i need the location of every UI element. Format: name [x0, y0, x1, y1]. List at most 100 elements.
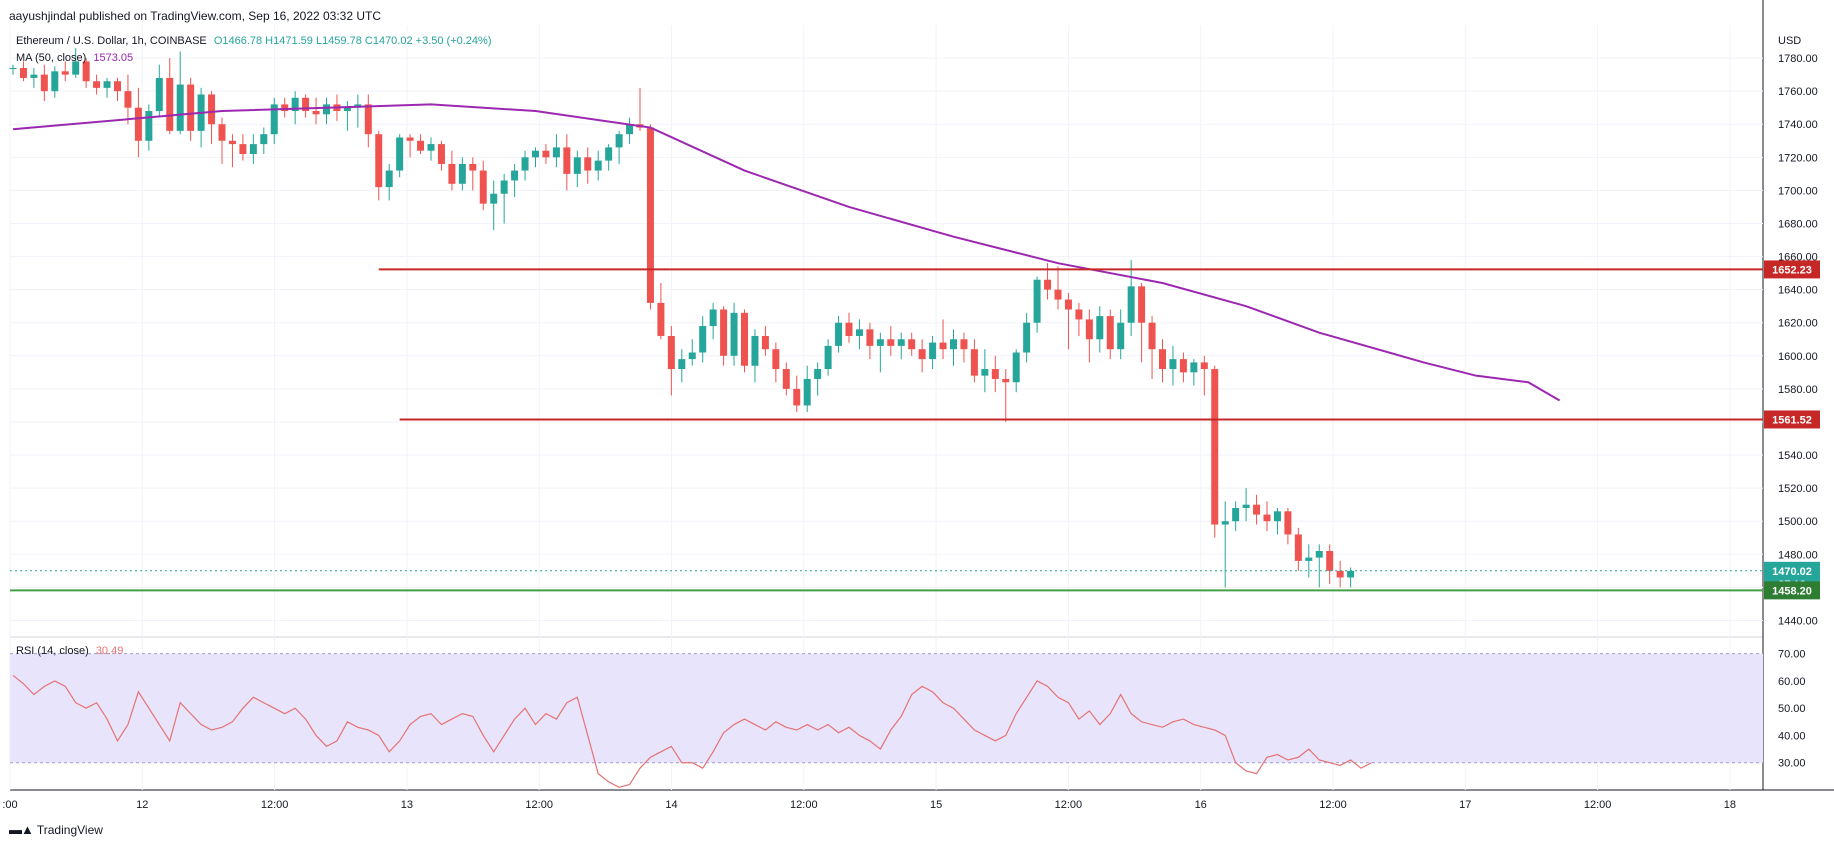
- price-tick-label: 1500.00: [1778, 516, 1818, 528]
- ma-label: MA (50, close): [16, 52, 87, 64]
- price-tick-label: 1720.00: [1778, 152, 1818, 164]
- price-tick-label: 1780.00: [1778, 53, 1818, 65]
- candle-body: [291, 97, 299, 112]
- candle-body: [573, 157, 581, 174]
- candle-body: [646, 127, 654, 303]
- candle-body: [991, 369, 999, 379]
- candle-body: [228, 140, 236, 145]
- candle-body: [469, 163, 477, 171]
- candle-body: [114, 81, 121, 92]
- ma-50-line: [12, 103, 1561, 402]
- price-tick-label: 1760.00: [1778, 86, 1818, 98]
- time-tick-label: 12:00: [261, 799, 289, 811]
- candle-body: [187, 84, 195, 131]
- candle-body: [741, 312, 748, 366]
- rsi-tick-label: 60.00: [1778, 676, 1806, 688]
- last-price-label: 1470.02: [1772, 566, 1812, 578]
- candle-body: [134, 107, 142, 141]
- currency-label: USD: [1778, 35, 1801, 47]
- candle-body: [814, 369, 822, 379]
- ma-value: 1573.05: [93, 52, 134, 64]
- resistance-price-label: 1652.23: [1772, 264, 1812, 276]
- time-tick-label: 12:00: [790, 799, 818, 811]
- candle-body: [803, 378, 811, 406]
- candle-body: [688, 352, 696, 360]
- candle-body: [855, 329, 863, 336]
- candle-body: [479, 170, 487, 204]
- candle-body: [1273, 511, 1281, 522]
- ma-legend: MA (50, close) 1573.05: [16, 52, 133, 64]
- candle-body: [981, 369, 989, 376]
- candle-body: [511, 170, 519, 181]
- candle-body: [950, 339, 957, 350]
- candle-body: [500, 180, 508, 194]
- price-tick-label: 1620.00: [1778, 318, 1818, 330]
- candle-body: [1263, 514, 1271, 522]
- time-tick-label: 12:00: [525, 799, 553, 811]
- candle-body: [1221, 521, 1229, 525]
- time-tick-label: 14: [665, 799, 677, 811]
- time-tick-label: 13: [401, 799, 413, 811]
- candle-body: [406, 137, 414, 141]
- time-tick-label: 12:00: [1319, 799, 1347, 811]
- candle-body: [323, 104, 330, 115]
- candle-body: [1002, 378, 1010, 383]
- candle-body: [699, 326, 707, 353]
- candle-body: [532, 150, 539, 158]
- candle-body: [1106, 316, 1114, 350]
- candle-body: [1054, 289, 1062, 300]
- candle-body: [302, 97, 310, 112]
- price-tick-label: 1480.00: [1778, 549, 1818, 561]
- candle-body: [208, 94, 216, 125]
- grid-lines: [9, 0, 1834, 791]
- price-tick-label: 1640.00: [1778, 285, 1818, 297]
- candle-body: [19, 68, 27, 78]
- candle-body: [1023, 322, 1031, 353]
- price-tick-label: 1520.00: [1778, 483, 1818, 495]
- candle-body: [939, 342, 947, 350]
- candle-body: [490, 193, 498, 204]
- time-tick-label: 12: [136, 799, 148, 811]
- footer-brand: TradingView: [36, 822, 103, 837]
- time-tick-label: 17: [1459, 799, 1471, 811]
- candle-body: [1200, 362, 1208, 370]
- candle-body: [667, 335, 675, 370]
- candle-body: [542, 150, 550, 158]
- price-axis[interactable]: 1780.00 1760.00 1740.00 1720.00 1700.00 1680.…: [1778, 35, 1818, 770]
- candle-body: [845, 322, 853, 336]
- candle-body: [563, 147, 571, 174]
- candle-body: [1242, 504, 1250, 508]
- time-tick-label: 12:00: [1055, 799, 1083, 811]
- candle-body: [908, 339, 916, 350]
- time-tick-label: :00: [2, 799, 17, 811]
- candle-body: [30, 74, 38, 78]
- candle-body: [385, 170, 393, 188]
- candle-body: [1044, 279, 1052, 290]
- candle-body: [1211, 369, 1219, 525]
- candle-body: [312, 111, 320, 115]
- candle-body: [155, 77, 163, 112]
- candle-body: [897, 339, 905, 346]
- candle-body: [417, 140, 425, 151]
- time-axis[interactable]: :00 12 12:00 13 12:00 14 12:00 15 12:00 16 12:00 17…: [2, 799, 1736, 811]
- candle-body: [51, 71, 59, 92]
- candle-body: [876, 339, 884, 346]
- candle-body: [1253, 504, 1261, 515]
- time-tick-label: 12:00: [1584, 799, 1612, 811]
- candle-body: [176, 84, 184, 131]
- footer: ▬▲ TradingView: [9, 822, 103, 837]
- candle-body: [772, 349, 780, 370]
- candle-body: [1012, 352, 1020, 383]
- candle-body: [375, 134, 383, 188]
- candle-body: [1064, 299, 1072, 310]
- time-tick-label: 15: [930, 799, 942, 811]
- candle-body: [124, 91, 132, 108]
- candle-body: [1179, 359, 1187, 373]
- candle-body: [1127, 286, 1135, 323]
- resistance-price-label-bg: [1764, 260, 1820, 279]
- candle-body: [709, 309, 717, 327]
- rsi-line: [12, 674, 1372, 788]
- support-low-price-label: 1458.20: [1772, 585, 1812, 597]
